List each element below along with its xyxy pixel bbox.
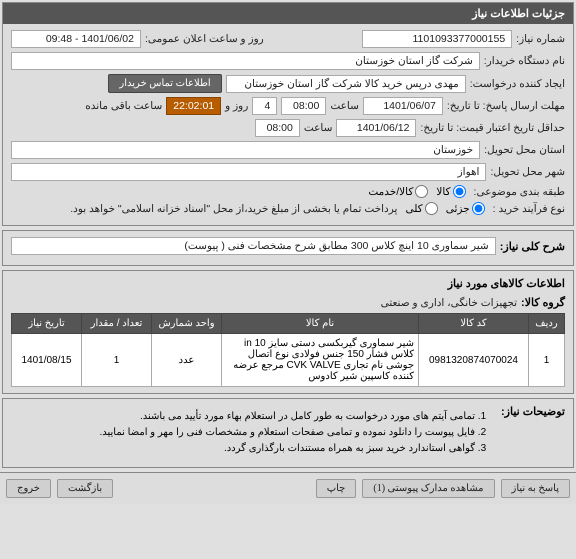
- announce-value: 1401/06/02 - 09:48: [11, 30, 141, 48]
- col-code: کد کالا: [419, 314, 529, 334]
- validity-date: 1401/06/12: [336, 119, 416, 137]
- row-buyer-org: نام دستگاه خریدار: شرکت گاز استان خوزستا…: [11, 52, 565, 70]
- row-validity: حداقل تاریخ اعتبار قیمت: تا تاریخ: 1401/…: [11, 119, 565, 137]
- province-value: خوزستان: [11, 141, 480, 159]
- row-province: استان محل تحویل: خوزستان: [11, 141, 565, 159]
- radio-partial-label: جزئی: [446, 203, 470, 215]
- row-city: شهر محل تحویل: اهواز: [11, 163, 565, 181]
- purchase-type-label: نوع فرآیند خرید :: [493, 203, 565, 215]
- need-no-value: 1101093377000155: [362, 30, 512, 48]
- summary-label: شرح کلی نیاز:: [500, 240, 565, 253]
- radio-goods-input[interactable]: [453, 185, 466, 198]
- table-row: 1 0981320874070024 شیر سماوری گیربکسی دس…: [12, 334, 565, 387]
- items-section: اطلاعات کالاهای مورد نیاز گروه کالا: تجه…: [2, 270, 574, 394]
- group-value: تجهیزات خانگی، اداری و صنعتی: [381, 297, 517, 309]
- print-button[interactable]: چاپ: [316, 479, 357, 498]
- purchase-note: پرداخت تمام یا بخشی از مبلغ خرید،از محل …: [70, 203, 397, 215]
- requester-value: مهدی درپس خرید کالا شرکت گاز استان خوزست…: [226, 75, 466, 93]
- radio-total-input[interactable]: [425, 202, 438, 215]
- exit-button[interactable]: خروج: [6, 479, 51, 498]
- row-category: طبقه بندی موضوعی: کالا کالا/خدمت: [11, 185, 565, 198]
- panel-title: جزئیات اطلاعات نیاز: [3, 3, 573, 24]
- cell-qty: 1: [82, 334, 152, 387]
- row-requester: ایجاد کننده درخواست: مهدی درپس خرید کالا…: [11, 74, 565, 93]
- validity-time: 08:00: [255, 119, 300, 137]
- items-table: ردیف کد کالا نام کالا واحد شمارش تعداد /…: [11, 313, 565, 387]
- col-name: نام کالا: [222, 314, 419, 334]
- items-body: اطلاعات کالاهای مورد نیاز گروه کالا: تجه…: [3, 271, 573, 393]
- summary-row: شرح کلی نیاز: شیر سماوری 10 اینچ کلاس 30…: [3, 231, 573, 261]
- col-idx: ردیف: [529, 314, 565, 334]
- notes-label: توضیحات نیاز:: [501, 405, 565, 461]
- radio-service-input[interactable]: [415, 185, 428, 198]
- deadline-time: 08:00: [281, 97, 326, 115]
- details-panel: جزئیات اطلاعات نیاز شماره نیاز: 11010933…: [2, 2, 574, 226]
- announce-label: روز و ساعت اعلان عمومی:: [145, 33, 264, 45]
- row-group: گروه کالا: تجهیزات خانگی، اداری و صنعتی: [11, 296, 565, 309]
- footer-bar: پاسخ به نیاز مشاهده مدارک پیوستی (1) چاپ…: [0, 472, 576, 504]
- notes-body: توضیحات نیاز: تمامی آیتم های مورد درخواس…: [3, 399, 573, 467]
- buyer-org-value: شرکت گاز استان خوزستان: [11, 52, 480, 70]
- back-button[interactable]: بازگشت: [57, 479, 113, 498]
- row-deadline: مهلت ارسال پاسخ: تا تاریخ: 1401/06/07 سا…: [11, 97, 565, 115]
- radio-total-label: کلی: [405, 203, 422, 215]
- col-qty: تعداد / مقدار: [82, 314, 152, 334]
- cell-code: 0981320874070024: [419, 334, 529, 387]
- radio-service[interactable]: کالا/خدمت: [368, 185, 428, 198]
- cell-idx: 1: [529, 334, 565, 387]
- group-label: گروه کالا:: [521, 296, 565, 309]
- category-label: طبقه بندی موضوعی:: [474, 186, 565, 198]
- time-label-1: ساعت: [330, 100, 359, 112]
- requester-label: ایجاد کننده درخواست:: [470, 78, 565, 90]
- radio-partial[interactable]: جزئی: [446, 202, 485, 215]
- cell-date: 1401/08/15: [12, 334, 82, 387]
- province-label: استان محل تحویل:: [484, 144, 565, 156]
- validity-label: حداقل تاریخ اعتبار قیمت: تا تاریخ:: [420, 122, 565, 134]
- deadline-date: 1401/06/07: [363, 97, 443, 115]
- row-need-no: شماره نیاز: 1101093377000155 روز و ساعت …: [11, 30, 565, 48]
- days-label: روز و: [225, 100, 248, 112]
- radio-goods[interactable]: کالا: [436, 185, 465, 198]
- summary-section: شرح کلی نیاز: شیر سماوری 10 اینچ کلاس 30…: [2, 230, 574, 266]
- col-date: تاریخ نیاز: [12, 314, 82, 334]
- summary-text: شیر سماوری 10 اینچ کلاس 300 مطابق شرح مش…: [11, 237, 496, 255]
- city-value: اهواز: [11, 163, 486, 181]
- radio-goods-label: کالا: [436, 186, 450, 198]
- notes-list: تمامی آیتم های مورد درخواست به طور کامل …: [81, 405, 493, 461]
- time-label-2: ساعت: [304, 122, 333, 134]
- need-no-label: شماره نیاز:: [516, 33, 565, 45]
- reply-button[interactable]: پاسخ به نیاز: [501, 479, 571, 498]
- contact-buyer-button[interactable]: اطلاعات تماس خریدار: [108, 74, 221, 93]
- notes-section: توضیحات نیاز: تمامی آیتم های مورد درخواس…: [2, 398, 574, 468]
- days-value: 4: [252, 97, 277, 115]
- items-title: اطلاعات کالاهای مورد نیاز: [11, 277, 565, 290]
- attachments-button[interactable]: مشاهده مدارک پیوستی (1): [362, 479, 494, 498]
- note-item-3: گواهی استاندارد خرید سبز به همراه مستندا…: [99, 441, 475, 457]
- note-item-2: فایل پیوست را دانلود نموده و تمامی صفحات…: [99, 425, 475, 441]
- countdown-timer: 22:02:01: [166, 97, 221, 115]
- buyer-org-label: نام دستگاه خریدار:: [484, 55, 565, 67]
- table-header-row: ردیف کد کالا نام کالا واحد شمارش تعداد /…: [12, 314, 565, 334]
- deadline-label: مهلت ارسال پاسخ: تا تاریخ:: [447, 100, 565, 112]
- panel-body: شماره نیاز: 1101093377000155 روز و ساعت …: [3, 24, 573, 225]
- note-item-1: تمامی آیتم های مورد درخواست به طور کامل …: [99, 409, 475, 425]
- radio-service-label: کالا/خدمت: [368, 186, 413, 198]
- col-unit: واحد شمارش: [152, 314, 222, 334]
- cell-name: شیر سماوری گیربکسی دستی سایز 10 in کلاس …: [222, 334, 419, 387]
- row-purchase-type: نوع فرآیند خرید : جزئی کلی پرداخت تمام ی…: [11, 202, 565, 215]
- radio-total[interactable]: کلی: [405, 202, 437, 215]
- radio-partial-input[interactable]: [472, 202, 485, 215]
- city-label: شهر محل تحویل:: [490, 166, 565, 178]
- cell-unit: عدد: [152, 334, 222, 387]
- remaining-label: ساعت باقی مانده: [85, 100, 162, 112]
